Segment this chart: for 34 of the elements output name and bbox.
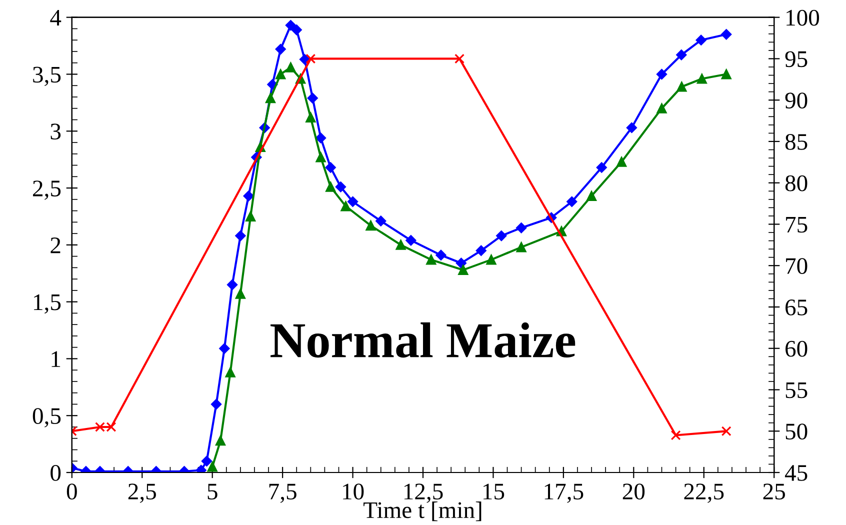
y2-tick-label: 80 xyxy=(785,175,808,192)
y-tick-label: 1 xyxy=(52,351,60,367)
y-tick-label: 1,5 xyxy=(34,294,61,314)
x-axis-title: Time t [min] xyxy=(364,502,482,522)
x-tick-label: 7,5 xyxy=(269,484,296,503)
y2-tick-label: 50 xyxy=(786,424,808,440)
x-tick-label: 17,5 xyxy=(544,484,584,503)
x-tick-label: 25 xyxy=(763,484,785,500)
y-tick-label: 2,5 xyxy=(33,180,61,200)
y2-tick-label: 90 xyxy=(785,92,808,109)
y2-tick-label: 60 xyxy=(786,340,808,357)
x-tick-label: 0 xyxy=(66,484,77,500)
y-tick-label: 3,5 xyxy=(33,66,61,86)
y2-tick-label: 75 xyxy=(786,216,808,233)
y2-tick-label: 70 xyxy=(786,258,808,274)
y-tick-label: 4 xyxy=(50,10,62,26)
x-tick-label: 22,5 xyxy=(684,484,724,503)
y-tick-label: 2 xyxy=(50,237,60,254)
y-tick-label: 0 xyxy=(50,464,61,481)
y-tick-label: 3 xyxy=(50,124,61,140)
y2-tick-label: 100 xyxy=(786,10,820,26)
y2-tick-label: 45 xyxy=(784,465,808,481)
x-tick-label: 2,5 xyxy=(128,484,156,503)
annotation: Normal Maize xyxy=(270,322,576,358)
x-tick-label: 5 xyxy=(208,484,218,500)
x-tick-label: 12,5 xyxy=(404,484,443,503)
y2-tick-label: 85 xyxy=(785,134,808,150)
x-tick-label: 10 xyxy=(343,484,364,500)
y2-tick-label: 65 xyxy=(786,300,808,316)
y-tick-label: 0,5 xyxy=(32,408,61,428)
y2-tick-label: 55 xyxy=(786,382,808,398)
y2-tick-label: 95 xyxy=(785,51,808,68)
x-tick-label: 20 xyxy=(622,484,645,500)
x-tick-label: 15 xyxy=(483,484,504,500)
